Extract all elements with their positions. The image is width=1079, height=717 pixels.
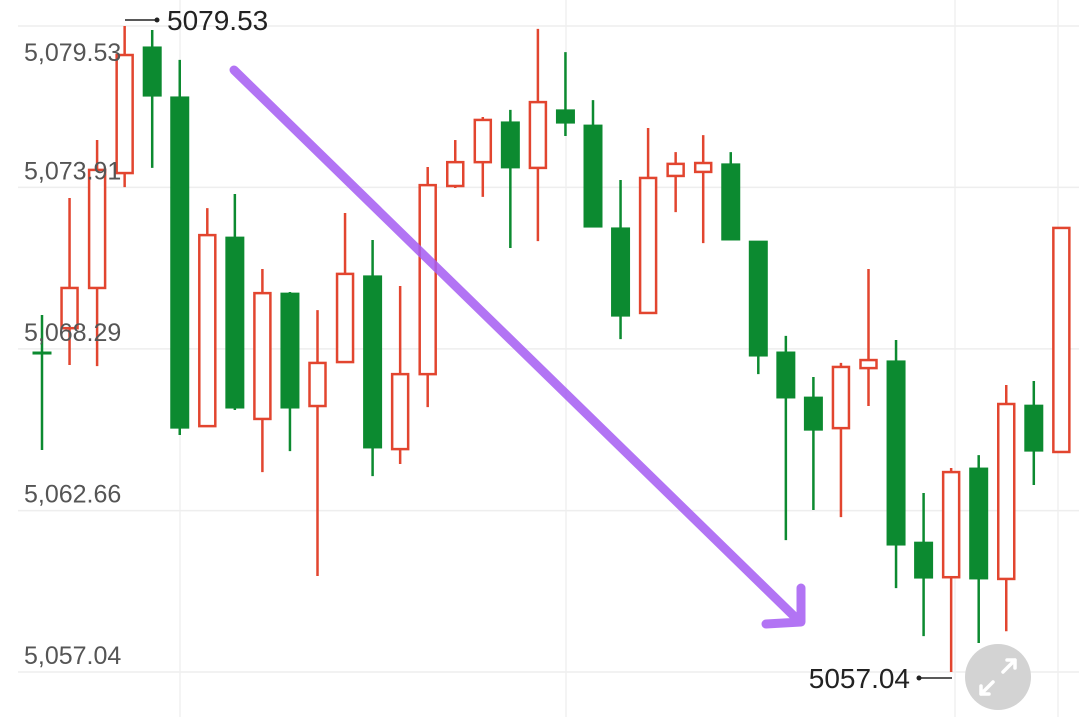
- candle-body: [666, 162, 685, 178]
- candle-body: [583, 124, 603, 228]
- candle-body: [555, 109, 575, 124]
- candle-body: [748, 240, 768, 357]
- candle-body: [997, 402, 1016, 581]
- candle-body: [776, 351, 796, 399]
- min-label: 5057.04: [809, 663, 910, 694]
- candle-body: [198, 233, 217, 428]
- candle-body: [390, 372, 410, 451]
- candle-body: [638, 176, 658, 315]
- candle-body: [225, 236, 245, 409]
- candle-body: [308, 361, 327, 408]
- candle-body: [941, 470, 961, 579]
- candle-body: [170, 96, 190, 429]
- candle-body: [473, 118, 493, 164]
- max-label: 5079.53: [167, 5, 268, 36]
- candle-body: [363, 275, 383, 449]
- candle-body: [803, 396, 823, 431]
- y-tick-label: 5,062.66: [24, 481, 121, 509]
- pointer-dot: [154, 17, 160, 23]
- labels: 5,057.04 5,062.66 5,068.29 5,073.91 5,079.53: [24, 39, 121, 670]
- candle-body: [418, 183, 437, 376]
- candle-body: [253, 291, 272, 421]
- min-annotation: 5057.04: [809, 663, 952, 694]
- y-tick-label: 5,057.04: [24, 642, 121, 670]
- y-tick-label: 5,073.91: [24, 157, 121, 185]
- candle-body: [115, 53, 134, 175]
- candle-body: [914, 541, 934, 579]
- max-annotation: 5079.53: [125, 5, 268, 36]
- candles: [32, 26, 1071, 672]
- candle-body: [1052, 226, 1071, 454]
- y-tick-label: 5,079.53: [24, 39, 121, 67]
- candle-body: [87, 168, 107, 290]
- candle-body: [831, 365, 851, 430]
- candle-body: [142, 46, 162, 97]
- candle-body: [446, 160, 465, 188]
- candle-body: [886, 360, 906, 546]
- candle-body: [611, 227, 631, 317]
- candle-body: [693, 161, 713, 174]
- candle-body: [60, 286, 79, 330]
- candle-body: [969, 467, 989, 580]
- candle-body: [1024, 404, 1044, 452]
- candle-body: [335, 272, 355, 364]
- candle-body: [859, 358, 878, 370]
- candle-body: [528, 100, 548, 170]
- trend-arrow: [229, 65, 806, 629]
- candle-body: [500, 121, 520, 169]
- pointer-dot: [916, 675, 922, 681]
- y-tick-label: 5,068.29: [24, 319, 121, 347]
- vertical-grid: [179, 0, 1059, 717]
- expand-button[interactable]: [965, 644, 1031, 710]
- candle-body: [721, 163, 741, 241]
- candle-body: [280, 292, 300, 409]
- expand-button-bg[interactable]: [965, 644, 1031, 710]
- candle-body: [32, 351, 52, 355]
- expand-icon[interactable]: [979, 658, 1017, 696]
